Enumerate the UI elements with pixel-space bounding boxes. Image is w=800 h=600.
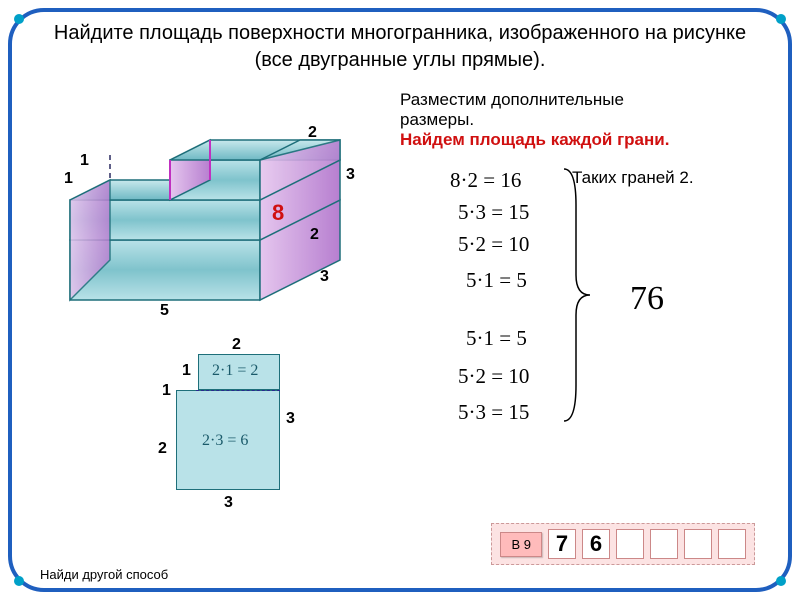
dim-bottom: 5 <box>160 302 169 320</box>
answer-cell-3[interactable] <box>650 529 678 559</box>
dim-r-mid: 2 <box>310 226 319 244</box>
flat-r3a: 3 <box>286 410 295 428</box>
answer-cell-0[interactable]: 7 <box>548 529 576 559</box>
step-text-1: Разместим дополнительные размеры. Найдем… <box>400 90 669 150</box>
dim-l1a: 1 <box>80 152 89 170</box>
corner-tl <box>14 14 24 24</box>
eq-2: 5·2 = 10 <box>458 232 529 257</box>
flat-l1b: 1 <box>162 382 171 400</box>
answer-cell-1[interactable]: 6 <box>582 529 610 559</box>
dim-top: 2 <box>308 124 317 142</box>
flat-eq-big: 2·3 = 6 <box>202 432 248 450</box>
eq-0: 8·2 = 16 <box>450 168 521 193</box>
flat-eq-small: 2·1 = 2 <box>212 362 258 380</box>
dim-l1b: 1 <box>64 170 73 188</box>
flat-L-diagram: 2 1 1 2 3 3 2·1 = 2 2·3 = 6 <box>160 340 330 520</box>
dim-r-lower: 3 <box>320 268 329 286</box>
answer-cell-5[interactable] <box>718 529 746 559</box>
flat-r3b: 3 <box>224 494 233 512</box>
corner-bl <box>14 576 24 586</box>
flat-l2: 2 <box>158 440 167 458</box>
corner-br <box>776 576 786 586</box>
brace-icon <box>556 165 596 425</box>
eq-3: 5·1 = 5 <box>466 268 527 293</box>
step-red: Найдем площадь каждой грани. <box>400 130 669 149</box>
polyhedron-3d: 2 3 2 3 1 1 5 8 <box>50 110 380 310</box>
corner-tr <box>776 14 786 24</box>
answer-cell-2[interactable] <box>616 529 644 559</box>
answer-b9-button[interactable]: В 9 <box>500 532 542 557</box>
step-line1: Разместим дополнительные <box>400 90 624 109</box>
step-line2: размеры. <box>400 110 474 129</box>
flat-dash <box>196 390 280 391</box>
flat-l1a: 1 <box>182 362 191 380</box>
eq-6: 5·3 = 15 <box>458 400 529 425</box>
total-76: 76 <box>630 280 664 318</box>
answer-box: В 9 7 6 <box>491 523 755 565</box>
problem-title: Найдите площадь поверхности многогранник… <box>40 20 760 74</box>
dim-center-8: 8 <box>272 200 284 226</box>
eq-5: 5·2 = 10 <box>458 364 529 389</box>
eq-1: 5·3 = 15 <box>458 200 529 225</box>
eq-4: 5·1 = 5 <box>466 326 527 351</box>
footer-hint: Найди другой способ <box>40 567 168 582</box>
flat-top: 2 <box>232 336 241 354</box>
answer-cell-4[interactable] <box>684 529 712 559</box>
dim-r-upper: 3 <box>346 166 355 184</box>
